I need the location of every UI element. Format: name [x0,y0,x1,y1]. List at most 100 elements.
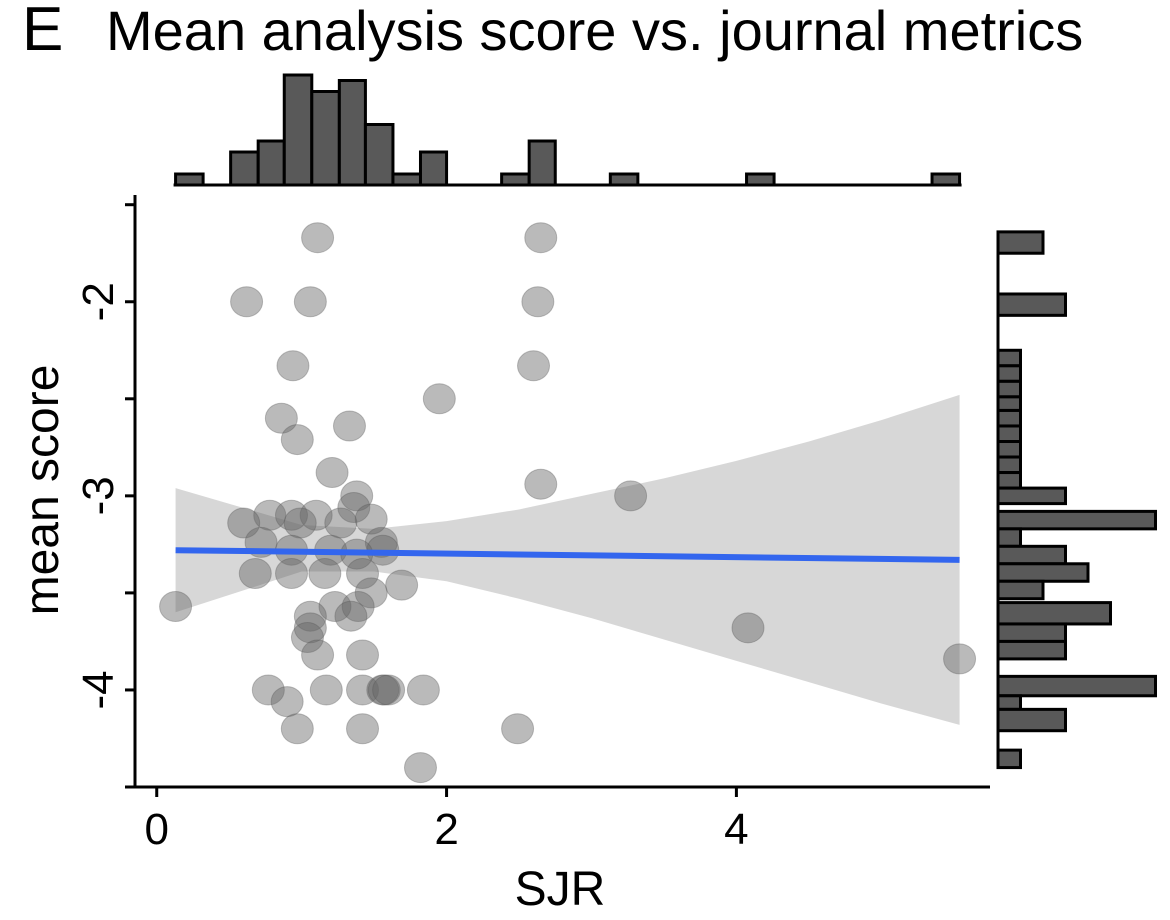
data-point [280,424,314,456]
data-point [340,480,374,512]
data-point [346,557,380,589]
x-hist-bar [745,172,776,187]
y-hist-bar [996,748,1022,770]
data-point [366,674,400,706]
data-point [324,507,358,539]
y-hist-bar [996,455,1022,475]
data-point [275,499,309,531]
y-hist-bar [996,471,1022,490]
data-point [346,713,380,745]
confidence-band [175,394,960,725]
data-point [318,590,352,622]
data-point [299,499,333,531]
y-hist-bar [996,527,1022,548]
y-hist-bar [996,601,1112,626]
x-tick-label: 2 [434,805,458,854]
x-marginal-histogram [173,73,962,187]
data-point [337,491,371,523]
y-hist-bar [996,562,1090,583]
data-point [521,286,555,318]
data-point [309,674,343,706]
data-point [341,590,375,622]
data-point [308,557,342,589]
data-point [524,468,558,500]
data-point [354,577,388,609]
data-point [290,622,324,654]
data-point [372,674,406,706]
x-axis-label: SJR [515,863,606,916]
y-hist-bar [996,364,1022,383]
y-hist-bar [996,707,1067,733]
y-tick-label: -4 [74,670,123,709]
data-point [293,600,327,632]
data-point [346,674,380,706]
x-hist-bar [256,139,286,187]
data-point [253,499,287,531]
y-hist-bar [996,230,1045,255]
x-tick-label: 4 [724,805,748,854]
x-hist-bar [229,150,260,187]
data-point [332,410,366,442]
x-hist-bar [363,123,395,187]
x-hist-bar [282,73,314,187]
y-hist-bar [996,292,1067,317]
data-point [159,590,193,622]
y-hist-bar [996,440,1022,459]
y-hist-bar [996,408,1022,428]
y-tick-label: -2 [74,282,123,321]
data-point [293,612,327,644]
panel-label: E [22,0,64,64]
y-hist-bar [996,694,1022,711]
data-point [238,557,272,589]
data-point [346,639,380,671]
data-point [422,383,456,415]
data-point [403,752,437,784]
x-hist-bar [608,172,640,187]
axes-layer: 0 2 4 -2 -3 -4 [74,195,990,854]
y-hist-bar [996,509,1157,531]
data-point [517,350,551,382]
data-point [385,569,419,601]
y-hist-bar [996,674,1157,698]
y-marginal-histogram [996,230,1157,770]
data-point [354,503,388,535]
data-point [293,286,327,318]
y-hist-bar [996,486,1067,506]
y-hist-bar [996,639,1067,661]
data-point [334,600,368,632]
data-point [275,557,309,589]
y-hist-bar [996,544,1067,566]
trend-line [175,547,960,563]
data-point [227,507,261,539]
data-point [276,350,310,382]
y-hist-bar [996,622,1067,643]
data-point [943,643,977,675]
x-hist-bar [337,79,367,187]
x-hist-bar [174,172,205,187]
x-hist-bar [418,150,449,187]
y-hist-bar [996,579,1045,601]
data-point [283,507,317,539]
y-hist-bar [996,348,1022,368]
data-point [301,639,335,671]
y-hist-bar [996,379,1022,399]
x-hist-bar [391,172,422,187]
y-axis-label: mean score [16,365,69,616]
chart-title: Mean analysis score vs. journal metrics [106,0,1084,62]
data-point [251,674,285,706]
data-point [731,612,765,644]
data-point [230,286,264,318]
data-point [301,222,335,254]
x-hist-bar [527,139,557,187]
data-point [614,480,648,512]
y-hist-bar [996,395,1022,412]
x-hist-bar [310,90,341,187]
x-hist-bar [500,172,531,187]
data-point [280,713,314,745]
data-point [270,686,304,718]
x-tick-label: 0 [144,805,168,854]
data-point [501,713,535,745]
data-point [524,222,558,254]
y-hist-bar [996,424,1022,444]
